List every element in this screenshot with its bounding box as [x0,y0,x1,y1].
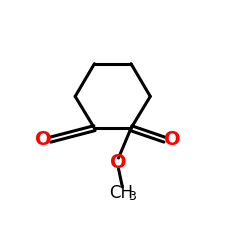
Text: O: O [34,130,51,149]
Text: O: O [164,130,180,149]
Text: CH: CH [110,184,134,202]
Text: O: O [110,153,127,172]
Text: 3: 3 [128,190,136,203]
